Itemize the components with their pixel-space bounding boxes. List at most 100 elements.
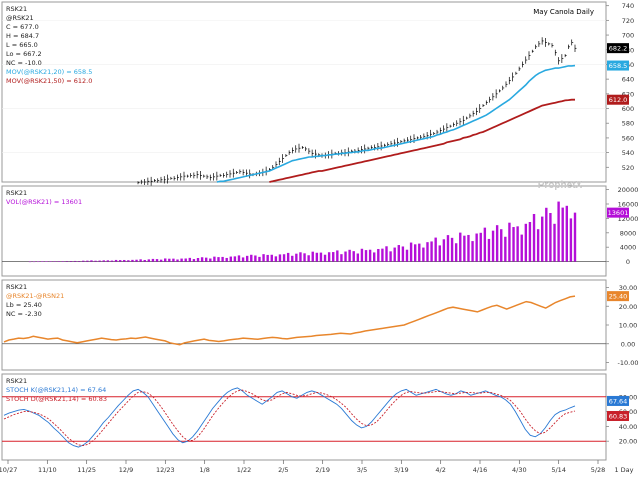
chart-title: May Canola Daily xyxy=(533,8,594,16)
volume-bar xyxy=(500,229,503,262)
stoch-k-tag: 67.64 xyxy=(609,397,628,405)
volume-bar xyxy=(262,254,265,262)
legend-entry: VOL(@RSK21) = 13601 xyxy=(6,198,82,206)
price-tick-label: 720 xyxy=(622,17,634,25)
volume-bar xyxy=(418,243,421,262)
x-tick-label: 12/23 xyxy=(156,466,175,474)
volume-bar xyxy=(65,261,69,262)
volume-bar xyxy=(381,248,384,262)
volume-bar xyxy=(184,258,187,262)
volume-y-axis: 20000 16000 12000 8000 4000 0 13601 xyxy=(606,186,638,266)
volume-bar xyxy=(512,227,515,262)
volume-bar xyxy=(36,261,40,263)
volume-bar xyxy=(438,245,441,262)
volume-bar xyxy=(250,254,253,262)
volume-bar xyxy=(28,261,32,263)
price-grid xyxy=(2,20,606,153)
volume-bar xyxy=(565,205,569,262)
price-tick-label: 540 xyxy=(622,149,634,157)
volume-bar xyxy=(114,259,118,262)
volume-bar xyxy=(176,259,179,262)
volume-bar xyxy=(385,246,388,262)
ma-short-tag-bg xyxy=(607,60,629,71)
volume-bar xyxy=(102,260,105,262)
legend-entry: Lo = 667.2 xyxy=(6,50,42,58)
volume-bar xyxy=(139,259,142,262)
price-tick-label: 580 xyxy=(622,120,634,128)
volume-bar xyxy=(225,257,228,262)
volume-bar xyxy=(487,238,491,262)
volume-bar xyxy=(274,256,278,262)
volume-bar xyxy=(541,216,544,262)
volume-bar xyxy=(221,256,224,262)
volume-bar xyxy=(98,260,101,262)
volume-tick-label: 4000 xyxy=(620,244,637,252)
panel-frame-vol xyxy=(1,185,607,277)
volume-bar xyxy=(188,257,192,262)
spread-tick-label: 30.00 xyxy=(619,284,638,292)
x-tick-label: 3/19 xyxy=(394,466,409,474)
spread-series-line xyxy=(3,295,576,346)
volume-bar xyxy=(348,249,351,262)
volume-bar xyxy=(241,257,245,262)
volume-bar xyxy=(373,252,376,262)
volume-bar xyxy=(282,254,286,262)
price-tick-label: 700 xyxy=(622,32,634,40)
volume-bar xyxy=(479,232,482,262)
volume-bar xyxy=(344,251,347,262)
volume-bar xyxy=(397,245,400,262)
volume-bar xyxy=(311,251,314,262)
x-tick-label: 5/14 xyxy=(551,466,566,474)
volume-bar xyxy=(368,249,372,262)
volume-bar xyxy=(446,235,450,262)
volume-bar xyxy=(172,258,175,262)
volume-bar xyxy=(41,261,44,262)
volume-bar xyxy=(291,255,294,262)
volume-bar xyxy=(409,242,413,262)
volume-bar xyxy=(528,222,532,262)
spread-tick-label: 10.00 xyxy=(619,322,638,330)
volume-bar xyxy=(209,258,212,262)
volume-bar xyxy=(508,222,511,262)
volume-tick-label: 20000 xyxy=(618,186,639,194)
x-tick-label: 4/16 xyxy=(473,466,488,474)
volume-bar xyxy=(217,257,220,262)
volume-bar xyxy=(340,254,343,262)
volume-bar xyxy=(303,253,306,262)
volume-bar xyxy=(524,223,528,262)
spread-y-axis: 30.00 20.00 10.00 0.00 -10.00 25.40 xyxy=(606,284,638,367)
volume-bar xyxy=(151,258,155,262)
volume-bar xyxy=(196,258,200,262)
spread-line xyxy=(3,295,576,346)
volume-bar xyxy=(53,261,56,262)
volume-bar xyxy=(536,229,540,262)
volume-bar xyxy=(315,252,319,262)
legend-entry: MOV(@RSK21,50) = 612.0 xyxy=(6,77,92,85)
x-period-label: 1 Day xyxy=(614,466,633,474)
volume-bar xyxy=(553,223,556,262)
volume-bar xyxy=(389,251,392,262)
volume-bar xyxy=(118,260,122,262)
panel-header: RSK21 xyxy=(6,5,27,13)
x-tick-label: 1/8 xyxy=(199,466,209,474)
ma-short-line xyxy=(216,64,576,183)
volume-bar xyxy=(413,244,417,262)
legend-entry: H = 684.7 xyxy=(6,32,39,40)
volume-bar xyxy=(69,261,73,262)
volume-bar xyxy=(258,256,261,262)
volume-bar xyxy=(61,261,64,262)
panel-frame-price xyxy=(1,1,607,183)
panel-header: RSK21 xyxy=(6,283,27,291)
price-tick-label: 520 xyxy=(622,164,634,172)
spread-tag: 25.40 xyxy=(609,293,628,301)
price-tick-label: 640 xyxy=(622,76,634,84)
